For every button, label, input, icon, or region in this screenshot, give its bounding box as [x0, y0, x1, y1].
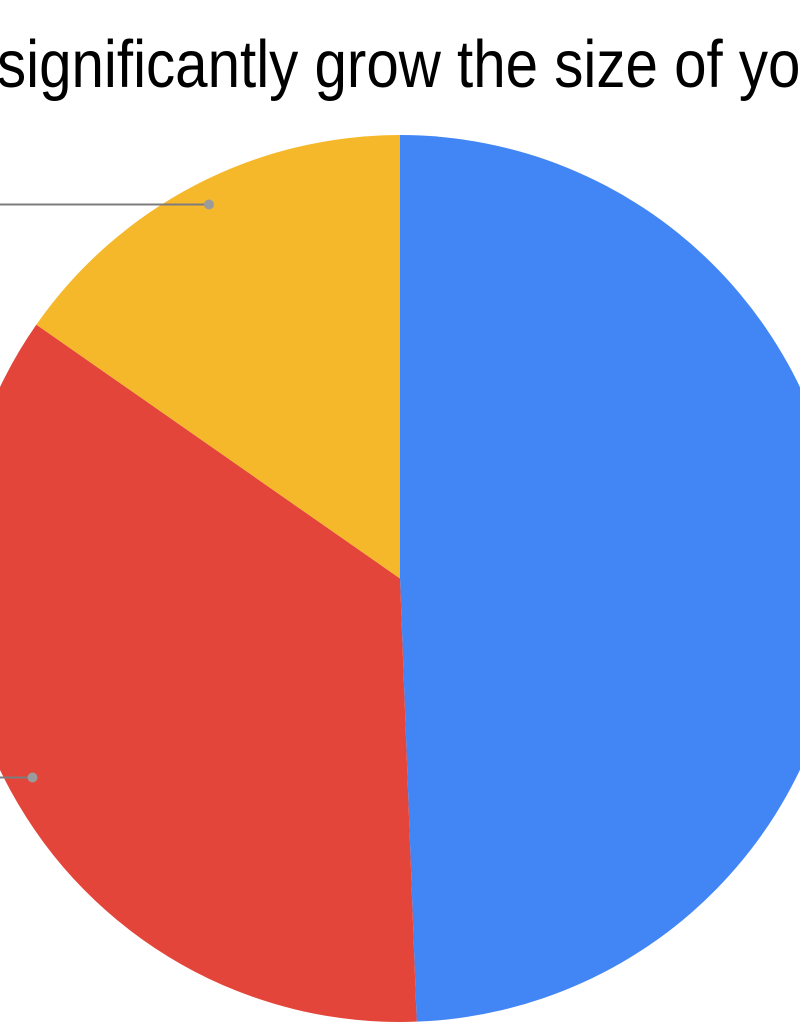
callout-dot-red [27, 772, 38, 783]
pie-slice-blue[interactable] [400, 135, 800, 1022]
pie-callouts [0, 199, 214, 783]
pie-slices [0, 135, 800, 1022]
callout-dot-yellow [204, 199, 214, 210]
pie-slice-yellow[interactable] [36, 135, 400, 579]
chart-title: significantly grow the size of yo [0, 27, 800, 102]
pie-slice-red[interactable] [0, 324, 417, 1022]
